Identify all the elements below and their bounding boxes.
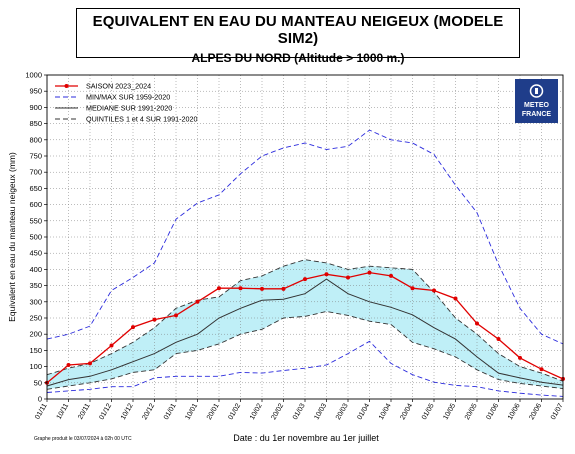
y-tick-label: 1000 [25, 71, 42, 80]
x-tick-label: 01/02 [227, 402, 242, 421]
x-tick-label: 10/05 [442, 402, 457, 421]
legend-label: MEDIANE SUR 1991-2020 [86, 104, 172, 113]
season-point [496, 337, 501, 342]
series-line-minmax-max [46, 129, 564, 345]
season-point [260, 286, 264, 291]
y-tick-label: 300 [29, 297, 42, 306]
season-point [303, 277, 307, 282]
y-tick-label: 250 [29, 314, 42, 323]
season-point [66, 362, 71, 367]
x-tick-label: 01/11 [34, 402, 49, 420]
x-tick-label: 01/12 [98, 402, 113, 421]
season-point [389, 273, 393, 278]
y-tick-label: 50 [34, 378, 42, 387]
logo-text-1: METEO [524, 102, 549, 109]
chart-subtitle: ALPES DU NORD (Altitude > 1000 m.) [191, 51, 405, 65]
y-tick-label: 550 [29, 216, 42, 225]
season-point [432, 288, 436, 293]
y-tick-label: 0 [38, 395, 42, 404]
season-point [539, 367, 544, 372]
x-tick-label: 10/12 [120, 402, 135, 421]
logo-emblem-icon [529, 84, 544, 98]
series-line-minmax-min [46, 340, 564, 397]
y-tick-label: 150 [29, 346, 42, 355]
x-tick-label: 10/06 [507, 402, 522, 421]
y-tick-label: 900 [29, 103, 42, 112]
y-tick-label: 400 [29, 265, 42, 274]
y-tick-label: 450 [29, 249, 42, 258]
season-point [518, 355, 522, 360]
x-tick-label: 20/02 [270, 402, 285, 421]
season-point [174, 313, 178, 318]
season-point [281, 286, 286, 291]
y-tick-label: 800 [29, 135, 42, 144]
season-point [152, 317, 157, 322]
legend-label: MIN/MAX SUR 1959-2020 [86, 93, 170, 102]
season-point [324, 272, 329, 277]
x-tick-label: 01/07 [550, 402, 565, 421]
series-line-median [46, 278, 564, 387]
x-tick-label: 01/01 [163, 402, 178, 421]
x-tick-label: 10/01 [184, 402, 199, 421]
season-point [475, 321, 479, 326]
x-tick-label: 01/04 [356, 402, 371, 421]
x-tick-label: 01/06 [485, 402, 500, 421]
legend-label: QUINTILES 1 et 4 SUR 1991-2020 [86, 115, 197, 124]
x-tick-label: 20/06 [528, 402, 543, 421]
season-point [367, 270, 372, 275]
x-tick-label: 01/03 [292, 402, 307, 421]
y-tick-label: 850 [29, 119, 42, 128]
legend-marker [64, 84, 69, 88]
x-tick-label: 20/05 [464, 402, 479, 421]
x-tick-label: 10/11 [56, 402, 71, 420]
x-tick-label: 10/04 [378, 402, 393, 421]
season-point [88, 361, 92, 366]
y-tick-label: 350 [29, 281, 42, 290]
plot-frame [46, 74, 564, 400]
season-point [410, 286, 415, 291]
x-tick-label: 20/01 [206, 402, 221, 421]
footer-note: Graphe produit le 03/07/2024 à 02h 00 UT… [34, 436, 132, 442]
x-tick-label: 01/05 [421, 402, 436, 421]
series-line-quintiles-upper [46, 259, 564, 382]
season-point [131, 325, 135, 330]
season-point [195, 299, 200, 304]
title-box: EQUIVALENT EN EAU DU MANTEAU NEIGEUX (MO… [76, 8, 520, 65]
season-point [217, 286, 221, 291]
y-tick-label: 600 [29, 200, 42, 209]
series-line-quintiles-lower [46, 311, 564, 390]
season-point [238, 286, 243, 291]
chart-title: EQUIVALENT EN EAU DU MANTEAU NEIGEUX (MO… [92, 13, 504, 47]
y-tick-label: 200 [29, 330, 42, 339]
season-point [346, 275, 350, 280]
x-tick-label: 20/04 [399, 402, 414, 421]
season-point [109, 343, 114, 348]
x-axis-label: Date : du 1er novembre au 1er juillet [233, 433, 379, 443]
legend-label: SAISON 2023_2024 [86, 82, 151, 91]
y-tick-label: 500 [29, 233, 42, 242]
y-tick-label: 100 [29, 362, 42, 371]
y-axis-label: Equivalent en eau du manteau neigeux (mm… [7, 152, 17, 322]
x-tick-label: 10/02 [249, 402, 264, 421]
season-point [453, 296, 458, 301]
logo-text-2: FRANCE [522, 111, 551, 118]
y-tick-label: 700 [29, 168, 42, 177]
y-tick-label: 650 [29, 184, 42, 193]
x-tick-label: 20/11 [77, 402, 92, 420]
y-tick-label: 750 [29, 152, 42, 161]
x-tick-label: 20/12 [141, 402, 156, 421]
logo-emblem-bar [535, 88, 538, 94]
x-tick-label: 20/03 [335, 402, 350, 421]
y-tick-label: 950 [29, 87, 42, 96]
x-tick-label: 10/03 [313, 402, 328, 421]
meteo-france-logo-icon [515, 79, 558, 123]
